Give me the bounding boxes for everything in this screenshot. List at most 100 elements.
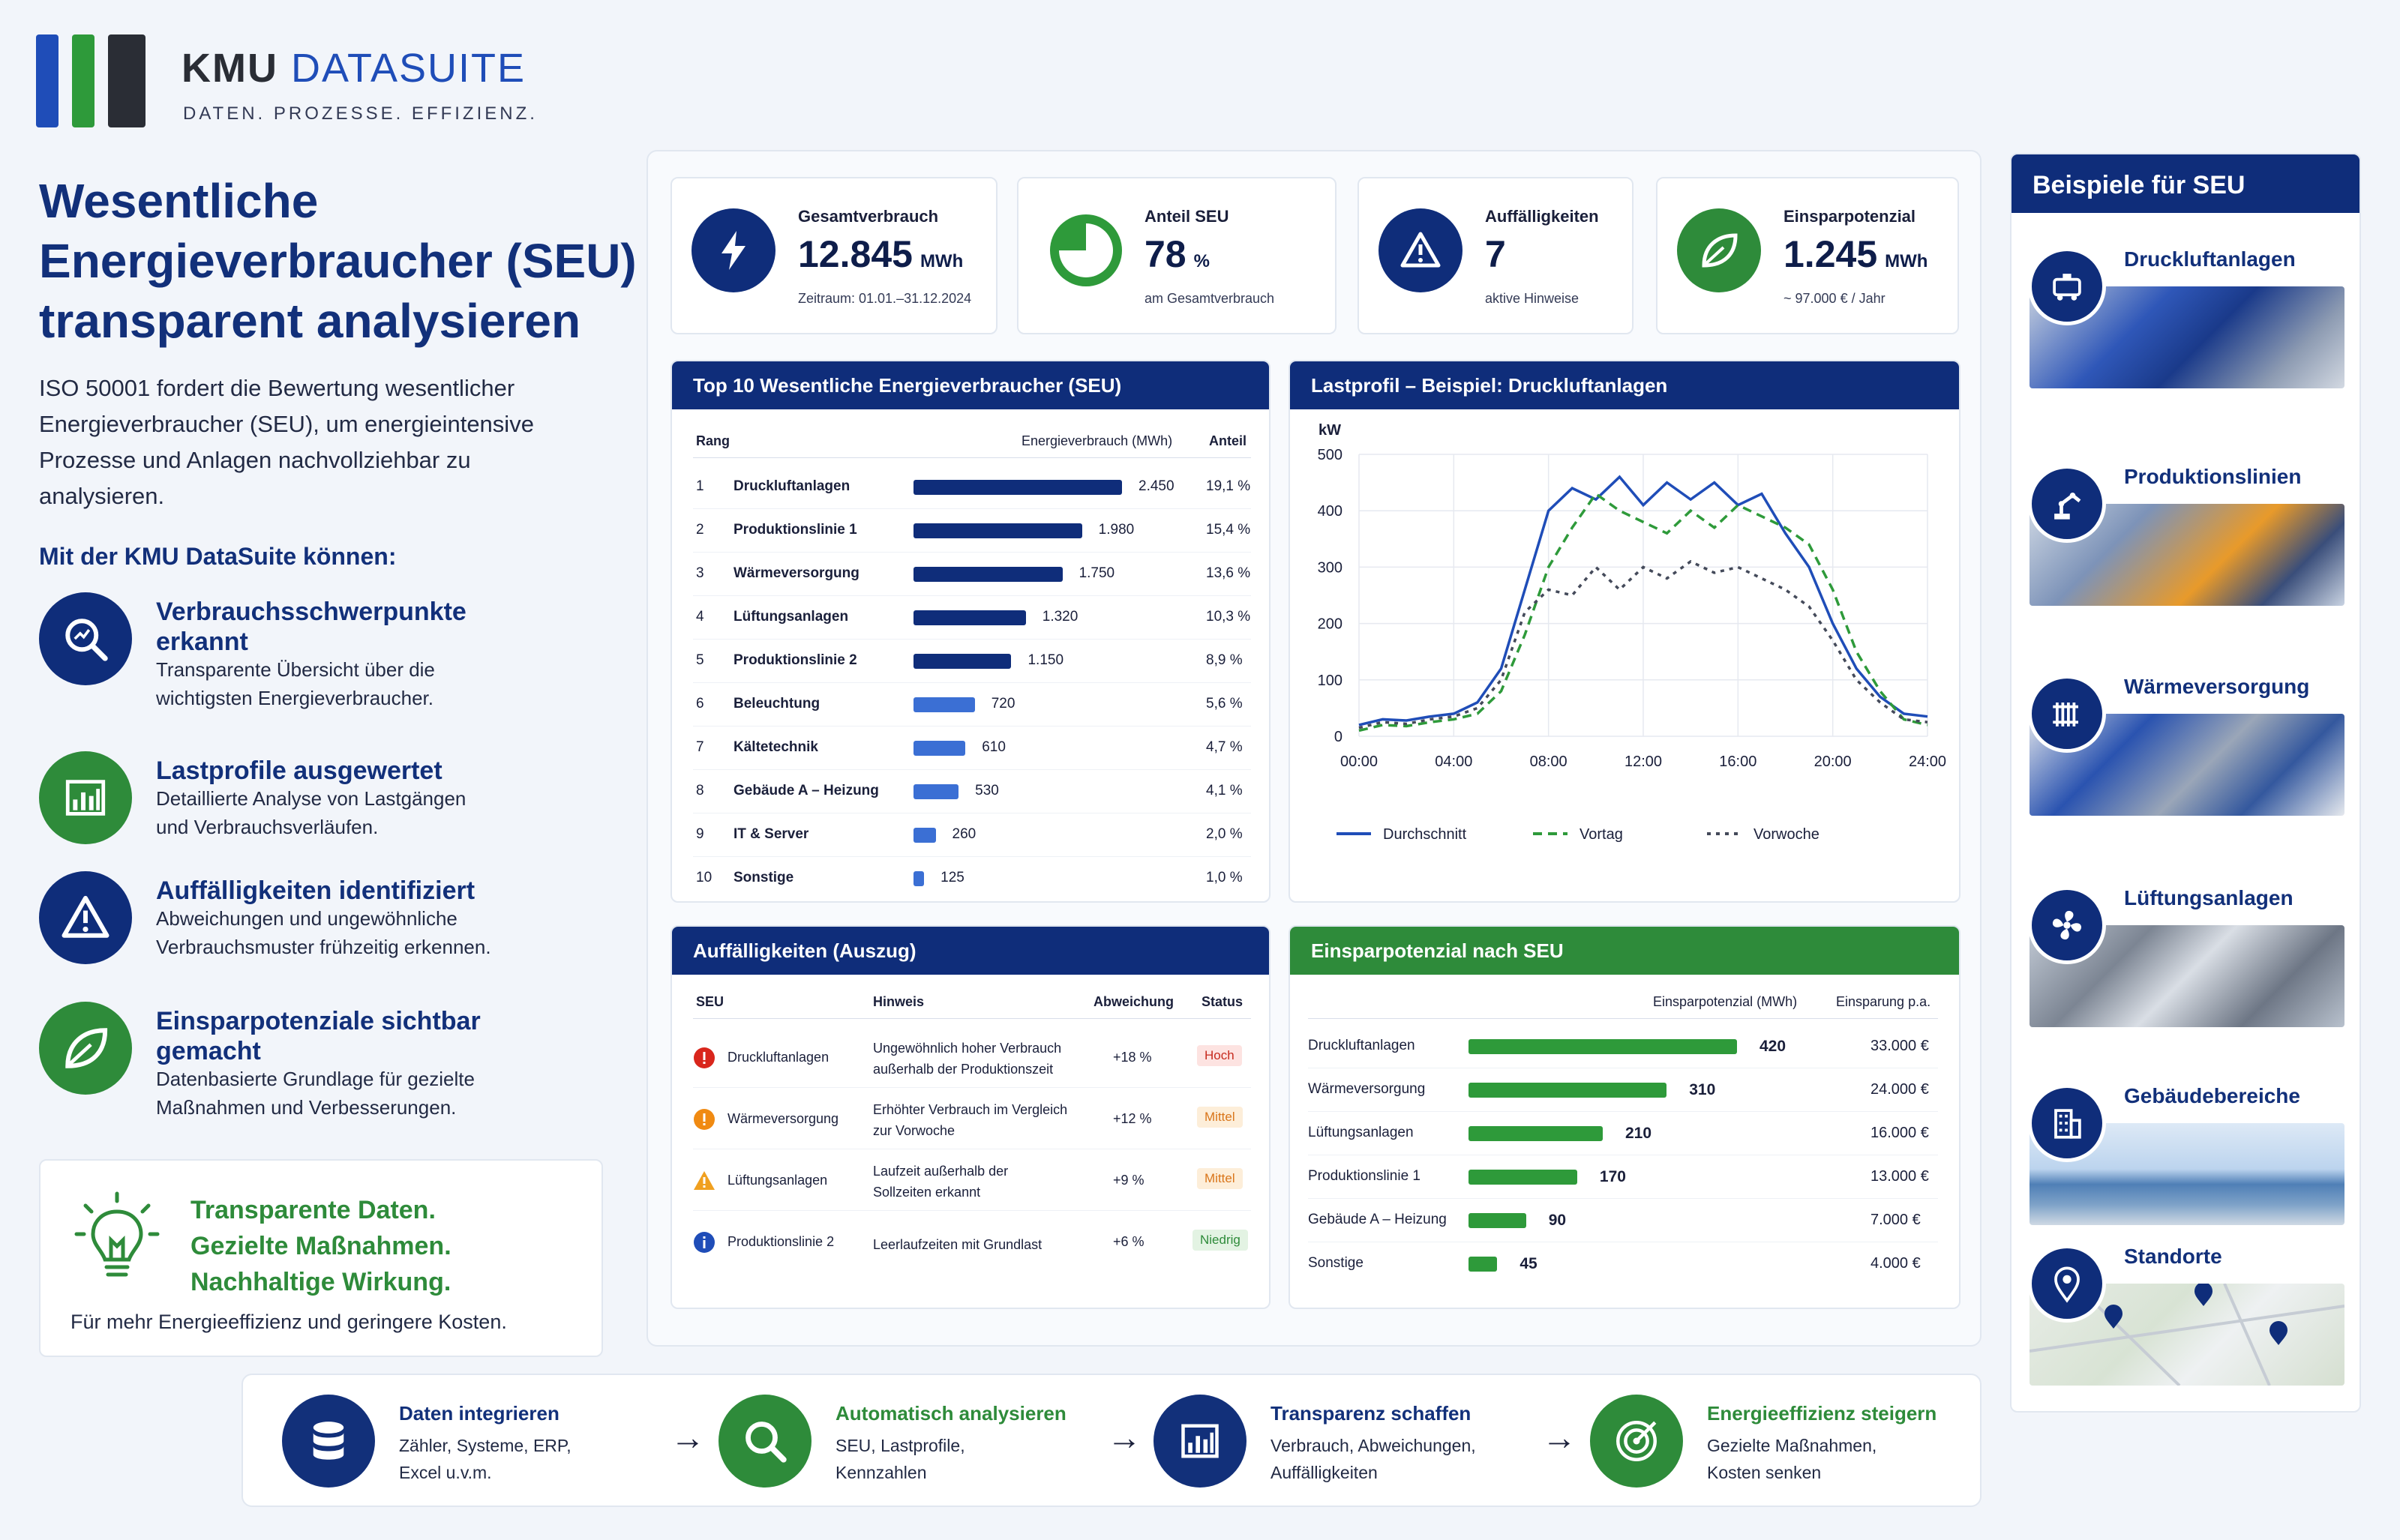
brand-name: KMU DATASUITE	[182, 46, 526, 91]
table-row: 10 Sonstige 125 1,0 %	[696, 870, 1243, 886]
feature-description: Transparente Übersicht über die wichtigst…	[156, 658, 435, 709]
info-icon	[693, 1231, 716, 1257]
table-row: Gebäude A – Heizung 90 7.000 €	[1290, 1207, 1962, 1242]
table-row: 8 Gebäude A – Heizung 530 4,1 %	[672, 778, 1272, 813]
table-row: 1 Druckluftanlagen 2.450 19,1 %	[672, 474, 1272, 509]
status-badge: Hoch	[1197, 1045, 1242, 1066]
callout-footer: Für mehr Energieeffizienz und geringere …	[70, 1311, 507, 1333]
y-axis-unit: kW	[1318, 422, 1341, 439]
kpi-subtext: aktive Hinweise	[1485, 291, 1580, 306]
table-row: Lüftungsanlagen 210 16.000 €	[1290, 1120, 1962, 1155]
leaf-icon	[1677, 208, 1761, 292]
top10-card: Top 10 Wesentliche Energieverbraucher (S…	[670, 360, 1270, 903]
example-label: Produktionslinien	[2124, 465, 2302, 488]
robot-arm-icon	[2028, 465, 2106, 543]
example-item[interactable]: Wärmeversorgung	[2012, 661, 2362, 849]
bolt-icon	[692, 208, 776, 292]
step-title: Automatisch analysieren	[836, 1402, 1066, 1425]
consumption-bar	[914, 610, 1026, 625]
consumption-bar	[914, 654, 1012, 669]
step-description: Gezielte Maßnahmen, Kosten senken	[1707, 1436, 1877, 1482]
kpi-value: 78%	[1144, 233, 1210, 275]
features-subhead: Mit der KMU DataSuite können:	[39, 543, 397, 570]
lightbulb-icon	[74, 1191, 160, 1277]
intro-text: ISO 50001 fordert die Bewertung wesentli…	[39, 375, 534, 509]
examples-panel: Beispiele für SEU Druckluftanlagen Produk…	[2010, 153, 2361, 1413]
feature-description: Datenbasierte Grundlage für gezielte Maßn…	[156, 1068, 475, 1119]
feature-title: Auffälligkeiten identifiziert	[156, 876, 476, 905]
savings-bar	[1468, 1126, 1603, 1141]
example-item[interactable]: Druckluftanlagen	[2012, 234, 2362, 421]
kpi-card: Auffälligkeiten 7 aktive Hinweise	[1358, 177, 1634, 334]
anomaly-hint: Ungewöhnlich hoher Verbrauch außerhalb de…	[873, 1041, 1062, 1077]
consumption-bar	[914, 784, 959, 799]
y-tick-label: 300	[1318, 559, 1342, 576]
location-pin-icon	[2028, 1245, 2106, 1323]
anomalies-header-dev: Abweichung	[1094, 994, 1174, 1009]
warning-icon	[39, 871, 132, 964]
consumption-bar	[914, 480, 1122, 495]
leaf-icon	[39, 1002, 132, 1095]
kpi-subtext: am Gesamtverbrauch	[1144, 291, 1275, 306]
arrow-right-icon: →	[1107, 1418, 1142, 1457]
savings-bar	[1468, 1083, 1667, 1098]
chart-search-icon	[39, 592, 132, 685]
kpi-card: Anteil SEU 78% am Gesamtverbrauch	[1017, 177, 1336, 334]
example-item[interactable]: Gebäudebereiche	[2012, 1071, 2362, 1258]
example-item[interactable]: Lüftungsanlagen	[2012, 873, 2362, 1060]
anomalies-header-hint: Hinweis	[873, 994, 925, 1009]
table-row: Wärmeversorgung 310 24.000 €	[1290, 1077, 1962, 1112]
top10-header-value: Energieverbrauch (MWh)	[1022, 433, 1173, 448]
example-label: Druckluftanlagen	[2124, 247, 2296, 271]
building-icon	[2028, 1084, 2106, 1162]
kpi-card: Gesamtverbrauch 12.845 MWh Zeitraum: 01.01.…	[670, 177, 998, 334]
radiator-icon	[2028, 675, 2106, 753]
example-item[interactable]: Standorte	[2012, 1231, 2362, 1419]
warning-icon	[1378, 208, 1462, 292]
kpi-value: 1.245 MWh	[1784, 233, 1928, 275]
kpi-card: Einsparpotenzial 1.245 MWh ~ 97.000 € / Jah…	[1656, 177, 1959, 334]
table-row: Druckluftanlagen 420 33.000 €	[1290, 1033, 1962, 1068]
table-row: Lüftungsanlagen Laufzeit außerhalb der Sol…	[672, 1155, 1272, 1211]
anomalies-header-seu: SEU	[696, 994, 724, 1009]
example-label: Wärmeversorgung	[2124, 675, 2310, 698]
callout-lines: Transparente Daten. Gezielte Maßnahmen. Na…	[190, 1196, 452, 1296]
savings-bar	[1468, 1039, 1737, 1054]
table-row: 6 Beleuchtung 720 5,6 %	[672, 691, 1272, 727]
savings-header-potential: Einsparpotenzial (MWh)	[1653, 994, 1798, 1009]
arrow-right-icon: →	[670, 1418, 705, 1457]
y-tick-label: 200	[1318, 616, 1342, 633]
table-row: Druckluftanlagen Ungewöhnlich hoher Verbr…	[672, 1032, 1272, 1088]
consumption-bar	[914, 523, 1082, 538]
error-icon	[693, 1047, 716, 1073]
alert-icon	[693, 1108, 716, 1134]
legend-label: Vortag	[1580, 826, 1623, 843]
legend-label: Durchschnitt	[1383, 826, 1467, 843]
example-item[interactable]: Produktionslinien	[2012, 451, 2362, 639]
warning-icon	[693, 1170, 716, 1196]
target-icon	[1590, 1395, 1683, 1488]
callout-card: Transparente Daten. Gezielte Maßnahmen. Na…	[39, 1159, 603, 1357]
feature-description: Abweichungen und ungewöhnliche Verbrauchs…	[156, 907, 491, 958]
table-row: Wärmeversorgung Erhöhter Verbrauch im Ver…	[672, 1093, 1272, 1149]
y-tick-label: 0	[1334, 729, 1342, 745]
kpi-label: Auffälligkeiten	[1485, 207, 1599, 226]
savings-title: Einsparpotenzial nach SEU	[1290, 927, 1959, 975]
search-icon	[718, 1395, 812, 1488]
table-row: 4 Lüftungsanlagen 1.320 10,3 %	[672, 604, 1272, 640]
kpi-label: Anteil SEU	[1144, 207, 1229, 226]
anomaly-hint: Laufzeit außerhalb der Sollzeiten erkannt	[873, 1164, 1009, 1200]
savings-bar	[1468, 1213, 1526, 1228]
series-line-durchschnitt	[1358, 475, 1928, 727]
feature-title: Einsparpotenziale sichtbar gemacht	[156, 1007, 481, 1065]
series-line-vorwoche	[1358, 559, 1928, 730]
kpi-subtext: ~ 97.000 € / Jahr	[1784, 291, 1886, 306]
compressor-icon	[2028, 247, 2106, 325]
consumption-bar	[914, 741, 966, 756]
table-row: 7 Kältetechnik 610 4,7 %	[672, 735, 1272, 770]
top10-title: Top 10 Wesentliche Energieverbraucher (S…	[672, 361, 1269, 409]
page-title: Wesentliche Energieverbraucher (SEU) tra…	[39, 174, 637, 348]
arrow-right-icon: →	[1542, 1418, 1576, 1457]
bar-chart-icon	[1154, 1395, 1246, 1488]
consumption-bar	[914, 828, 936, 843]
